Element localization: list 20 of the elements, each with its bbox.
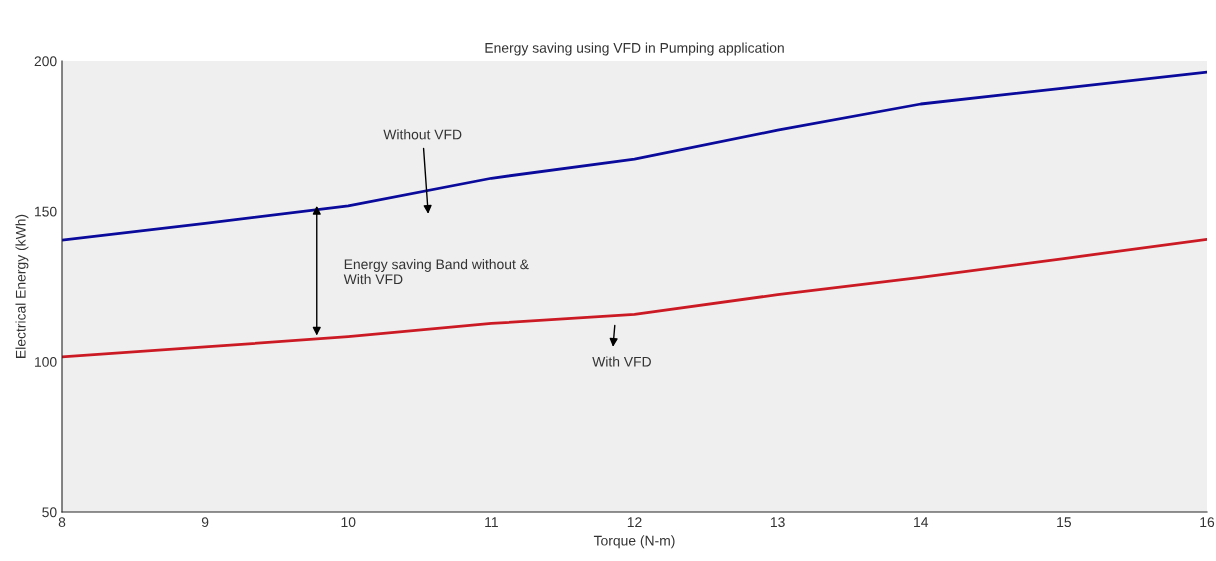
x-tick-label: 13 bbox=[770, 517, 785, 528]
x-tick-label: 9 bbox=[201, 517, 209, 528]
x-tick-label: 15 bbox=[1057, 517, 1072, 528]
y-tick-label: 50 bbox=[42, 507, 57, 518]
line-series bbox=[62, 70, 1207, 242]
x-tick-label: 14 bbox=[914, 517, 929, 527]
x-tick-label: 12 bbox=[627, 517, 642, 527]
x-tick-label: 10 bbox=[341, 517, 356, 528]
annotation: Without VFD bbox=[383, 129, 462, 140]
x-axis-title: Torque (N-m) bbox=[593, 535, 675, 549]
x-tick-label: 8 bbox=[58, 517, 66, 528]
y-tick-label: 200 bbox=[34, 56, 57, 67]
y-tick-label: 150 bbox=[35, 206, 57, 217]
annotation: With VFD bbox=[592, 356, 651, 367]
x-tick-label: 11 bbox=[485, 517, 498, 527]
chart-title: Energy saving using VFD in Pumping application bbox=[485, 42, 784, 56]
y-tick-label: 100 bbox=[35, 357, 57, 367]
x-tick-label: 16 bbox=[1200, 517, 1215, 528]
annotation: Energy saving Band without & With VFD bbox=[343, 259, 529, 285]
y-axis-title: Electrical Energy (kWh) bbox=[15, 214, 29, 358]
